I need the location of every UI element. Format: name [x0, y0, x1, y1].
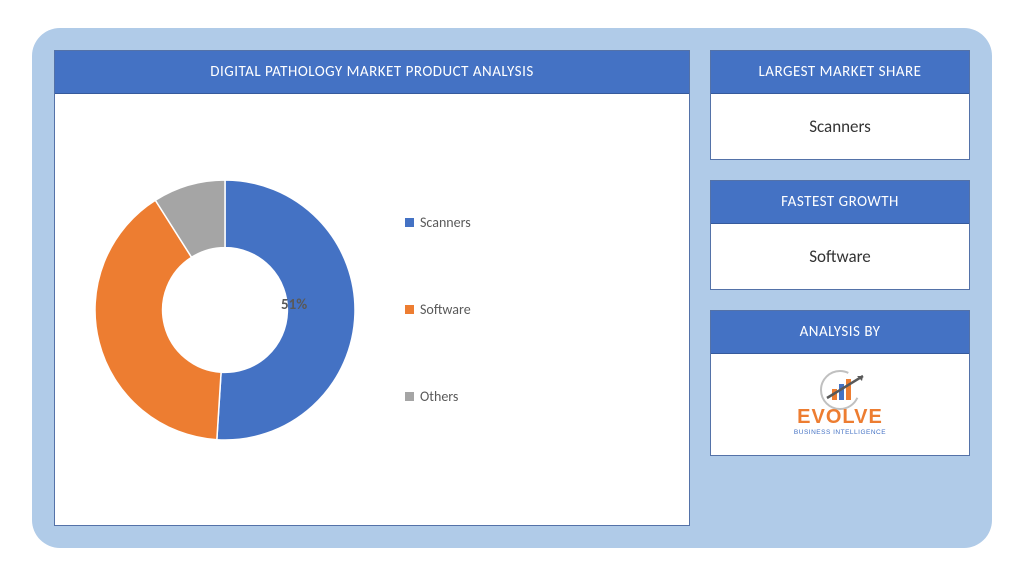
legend-item-software: Software	[405, 301, 471, 318]
donut-data-label: 51%	[281, 296, 307, 314]
legend-label: Software	[420, 301, 471, 318]
legend-item-others: Others	[405, 388, 471, 405]
svg-text:EVOLVE: EVOLVE	[797, 406, 883, 428]
legend-label: Others	[420, 388, 458, 405]
legend-swatch	[405, 305, 414, 314]
analysis-by-title: ANALYSIS BY	[711, 311, 969, 354]
fastest-growth-value: Software	[711, 224, 969, 289]
legend-item-scanners: Scanners	[405, 214, 471, 231]
chart-area: 51% Scanners Software Others	[55, 94, 689, 525]
legend-label: Scanners	[420, 214, 471, 231]
largest-share-value: Scanners	[711, 94, 969, 159]
fastest-growth-title: FASTEST GROWTH	[711, 181, 969, 224]
chart-panel: DIGITAL PATHOLOGY MARKET PRODUCT ANALYSI…	[54, 50, 690, 526]
largest-share-title: LARGEST MARKET SHARE	[711, 51, 969, 94]
analysis-by-logo: EVOLVEBUSINESS INTELLIGENCE	[711, 354, 969, 455]
legend-swatch	[405, 218, 414, 227]
outer-frame: DIGITAL PATHOLOGY MARKET PRODUCT ANALYSI…	[32, 28, 992, 548]
fastest-growth-card: FASTEST GROWTH Software	[710, 180, 970, 290]
analysis-by-card: ANALYSIS BY EVOLVEBUSINESS INTELLIGENCE	[710, 310, 970, 456]
svg-text:BUSINESS INTELLIGENCE: BUSINESS INTELLIGENCE	[794, 429, 886, 436]
legend-swatch	[405, 392, 414, 401]
largest-share-card: LARGEST MARKET SHARE Scanners	[710, 50, 970, 160]
donut-chart: 51%	[85, 170, 365, 450]
chart-title: DIGITAL PATHOLOGY MARKET PRODUCT ANALYSI…	[55, 51, 689, 94]
chart-legend: Scanners Software Others	[405, 214, 471, 405]
right-column: LARGEST MARKET SHARE Scanners FASTEST GR…	[710, 50, 970, 526]
